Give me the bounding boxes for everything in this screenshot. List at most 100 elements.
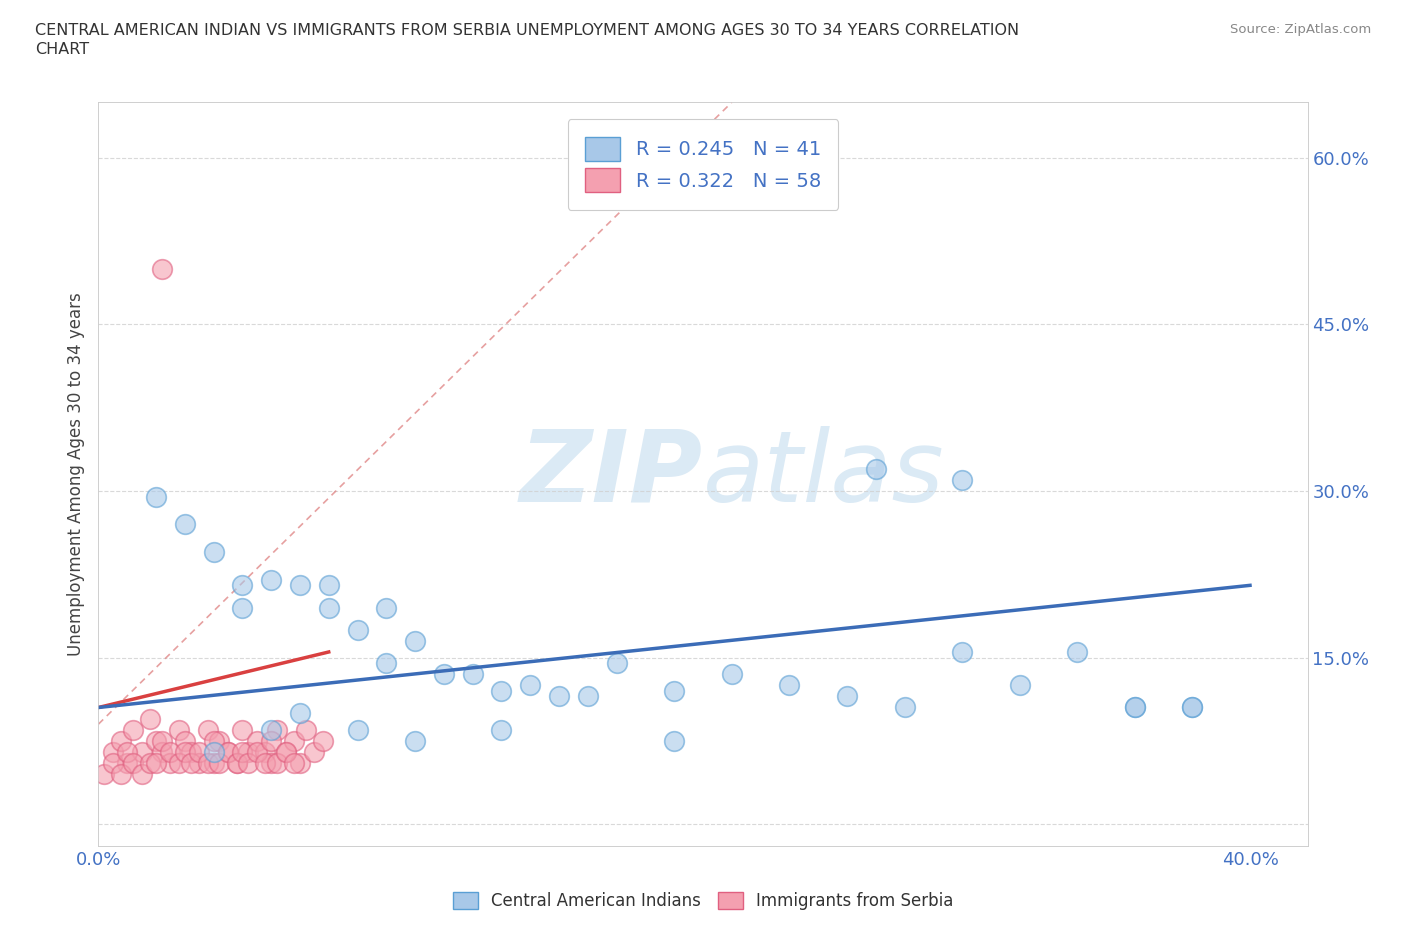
Point bbox=[188, 745, 211, 760]
Point bbox=[231, 723, 253, 737]
Point bbox=[274, 745, 297, 760]
Point bbox=[145, 755, 167, 770]
Point bbox=[202, 755, 225, 770]
Point bbox=[461, 667, 484, 682]
Point bbox=[318, 600, 340, 615]
Point bbox=[254, 745, 277, 760]
Point bbox=[150, 261, 173, 276]
Point bbox=[231, 578, 253, 592]
Point bbox=[217, 745, 239, 760]
Point bbox=[664, 684, 686, 698]
Point bbox=[167, 723, 190, 737]
Point bbox=[131, 745, 153, 760]
Point bbox=[664, 734, 686, 749]
Point bbox=[375, 600, 398, 615]
Point bbox=[122, 723, 145, 737]
Point bbox=[1181, 700, 1204, 715]
Point bbox=[260, 723, 283, 737]
Point bbox=[254, 755, 277, 770]
Point bbox=[188, 755, 211, 770]
Point bbox=[139, 755, 162, 770]
Point bbox=[231, 600, 253, 615]
Text: CENTRAL AMERICAN INDIAN VS IMMIGRANTS FROM SERBIA UNEMPLOYMENT AMONG AGES 30 TO : CENTRAL AMERICAN INDIAN VS IMMIGRANTS FR… bbox=[35, 23, 1019, 38]
Point bbox=[375, 656, 398, 671]
Point bbox=[110, 766, 132, 781]
Point bbox=[404, 734, 426, 749]
Point bbox=[217, 745, 239, 760]
Point bbox=[159, 755, 181, 770]
Point bbox=[548, 689, 571, 704]
Point bbox=[260, 572, 283, 587]
Point bbox=[101, 745, 124, 760]
Point bbox=[950, 472, 973, 487]
Point bbox=[197, 723, 219, 737]
Point bbox=[491, 684, 513, 698]
Text: Source: ZipAtlas.com: Source: ZipAtlas.com bbox=[1230, 23, 1371, 36]
Point bbox=[180, 745, 202, 760]
Point bbox=[115, 745, 138, 760]
Point bbox=[150, 734, 173, 749]
Point bbox=[433, 667, 456, 682]
Point bbox=[283, 755, 305, 770]
Point bbox=[519, 678, 541, 693]
Point bbox=[246, 734, 269, 749]
Point bbox=[404, 633, 426, 648]
Y-axis label: Unemployment Among Ages 30 to 34 years: Unemployment Among Ages 30 to 34 years bbox=[66, 292, 84, 657]
Point bbox=[145, 489, 167, 504]
Point bbox=[173, 517, 195, 532]
Point bbox=[246, 745, 269, 760]
Text: ZIP: ZIP bbox=[520, 426, 703, 523]
Point bbox=[208, 755, 231, 770]
Point bbox=[1123, 700, 1146, 715]
Point bbox=[1008, 678, 1031, 693]
Point bbox=[236, 755, 259, 770]
Point bbox=[576, 689, 599, 704]
Point bbox=[835, 689, 858, 704]
Point bbox=[1123, 700, 1146, 715]
Point bbox=[208, 734, 231, 749]
Point bbox=[288, 755, 311, 770]
Point bbox=[197, 755, 219, 770]
Point bbox=[115, 755, 138, 770]
Point bbox=[145, 734, 167, 749]
Point bbox=[294, 723, 316, 737]
Point bbox=[225, 755, 247, 770]
Point bbox=[173, 745, 195, 760]
Point bbox=[139, 711, 162, 726]
Point bbox=[173, 734, 195, 749]
Point bbox=[1066, 644, 1088, 659]
Point bbox=[288, 578, 311, 592]
Point bbox=[180, 755, 202, 770]
Point bbox=[950, 644, 973, 659]
Point bbox=[202, 734, 225, 749]
Point bbox=[865, 461, 887, 476]
Point bbox=[150, 745, 173, 760]
Point bbox=[236, 745, 259, 760]
Point bbox=[101, 755, 124, 770]
Point bbox=[288, 706, 311, 721]
Point bbox=[202, 745, 225, 760]
Point bbox=[122, 755, 145, 770]
Point bbox=[110, 734, 132, 749]
Point bbox=[312, 734, 335, 749]
Point bbox=[346, 622, 368, 637]
Point bbox=[167, 755, 190, 770]
Point bbox=[266, 723, 288, 737]
Point bbox=[283, 734, 305, 749]
Point bbox=[231, 745, 253, 760]
Point bbox=[491, 723, 513, 737]
Point bbox=[778, 678, 800, 693]
Text: CHART: CHART bbox=[35, 42, 89, 57]
Text: atlas: atlas bbox=[703, 426, 945, 523]
Point bbox=[93, 766, 115, 781]
Point bbox=[346, 723, 368, 737]
Point bbox=[260, 734, 283, 749]
Point bbox=[318, 578, 340, 592]
Legend: R = 0.245   N = 41, R = 0.322   N = 58: R = 0.245 N = 41, R = 0.322 N = 58 bbox=[568, 119, 838, 209]
Point bbox=[202, 545, 225, 560]
Point bbox=[260, 755, 283, 770]
Point bbox=[893, 700, 915, 715]
Point bbox=[225, 755, 247, 770]
Point bbox=[304, 745, 326, 760]
Point bbox=[720, 667, 742, 682]
